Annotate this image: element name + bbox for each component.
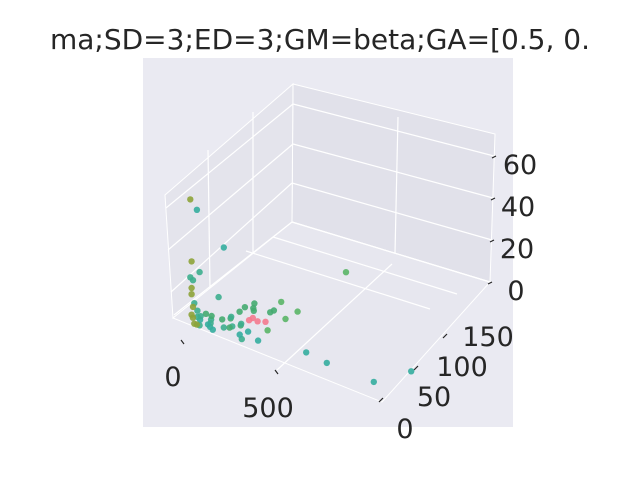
data-point: [254, 337, 262, 344]
data-point: [244, 328, 252, 335]
data-point: [208, 312, 215, 320]
data-point: [408, 368, 415, 375]
data-point: [202, 310, 210, 317]
data-point: [303, 349, 310, 356]
data-point: [323, 359, 330, 367]
y-tick-label-0: 0: [396, 414, 413, 445]
z-tick-label-20: 20: [500, 234, 534, 265]
data-point: [188, 258, 195, 265]
data-point: [238, 320, 245, 327]
data-point: [196, 268, 203, 276]
z-tick-label-40: 40: [501, 192, 535, 223]
data-point: [189, 303, 197, 311]
data-point: [204, 321, 212, 328]
y-tick-label-50: 50: [417, 382, 451, 413]
tick-marks: [180, 155, 497, 403]
data-point: [342, 269, 350, 276]
gridlines: [165, 103, 495, 371]
data-point: [294, 308, 301, 315]
data-point: [264, 327, 271, 334]
data-point: [241, 304, 249, 311]
data-point: [370, 378, 377, 386]
data-point: [267, 309, 274, 316]
data-point: [236, 308, 243, 315]
y-tick-label-100: 100: [436, 352, 488, 383]
data-point: [188, 311, 195, 318]
data-point: [220, 324, 227, 331]
x-tick-label-500: 500: [242, 393, 294, 424]
data-point: [278, 298, 285, 306]
data-point: [215, 293, 222, 301]
data-point: [262, 318, 269, 325]
z-tick-label-0: 0: [507, 276, 524, 307]
data-point: [226, 324, 233, 331]
data-point: [193, 206, 201, 213]
data-point: [228, 313, 235, 320]
data-point: [188, 284, 195, 292]
data-point: [191, 320, 198, 327]
data-point: [236, 331, 243, 338]
data-point: [188, 291, 195, 298]
data-point: [187, 196, 194, 203]
chart-title: ma;SD=3;ED=3;GM=beta;GA=[0.5, 0.: [50, 23, 590, 56]
z-tick-label-60: 60: [503, 150, 537, 181]
y-tick-label-150: 150: [462, 322, 514, 353]
data-point: [194, 307, 201, 314]
data-point: [249, 314, 256, 322]
data-points: [187, 196, 415, 386]
data-point: [219, 316, 226, 323]
data-point: [254, 318, 261, 325]
x-tick-label-0: 0: [164, 362, 181, 393]
data-point: [187, 274, 194, 281]
data-point: [250, 307, 257, 314]
data-point: [220, 244, 227, 251]
data-point: [282, 315, 289, 323]
